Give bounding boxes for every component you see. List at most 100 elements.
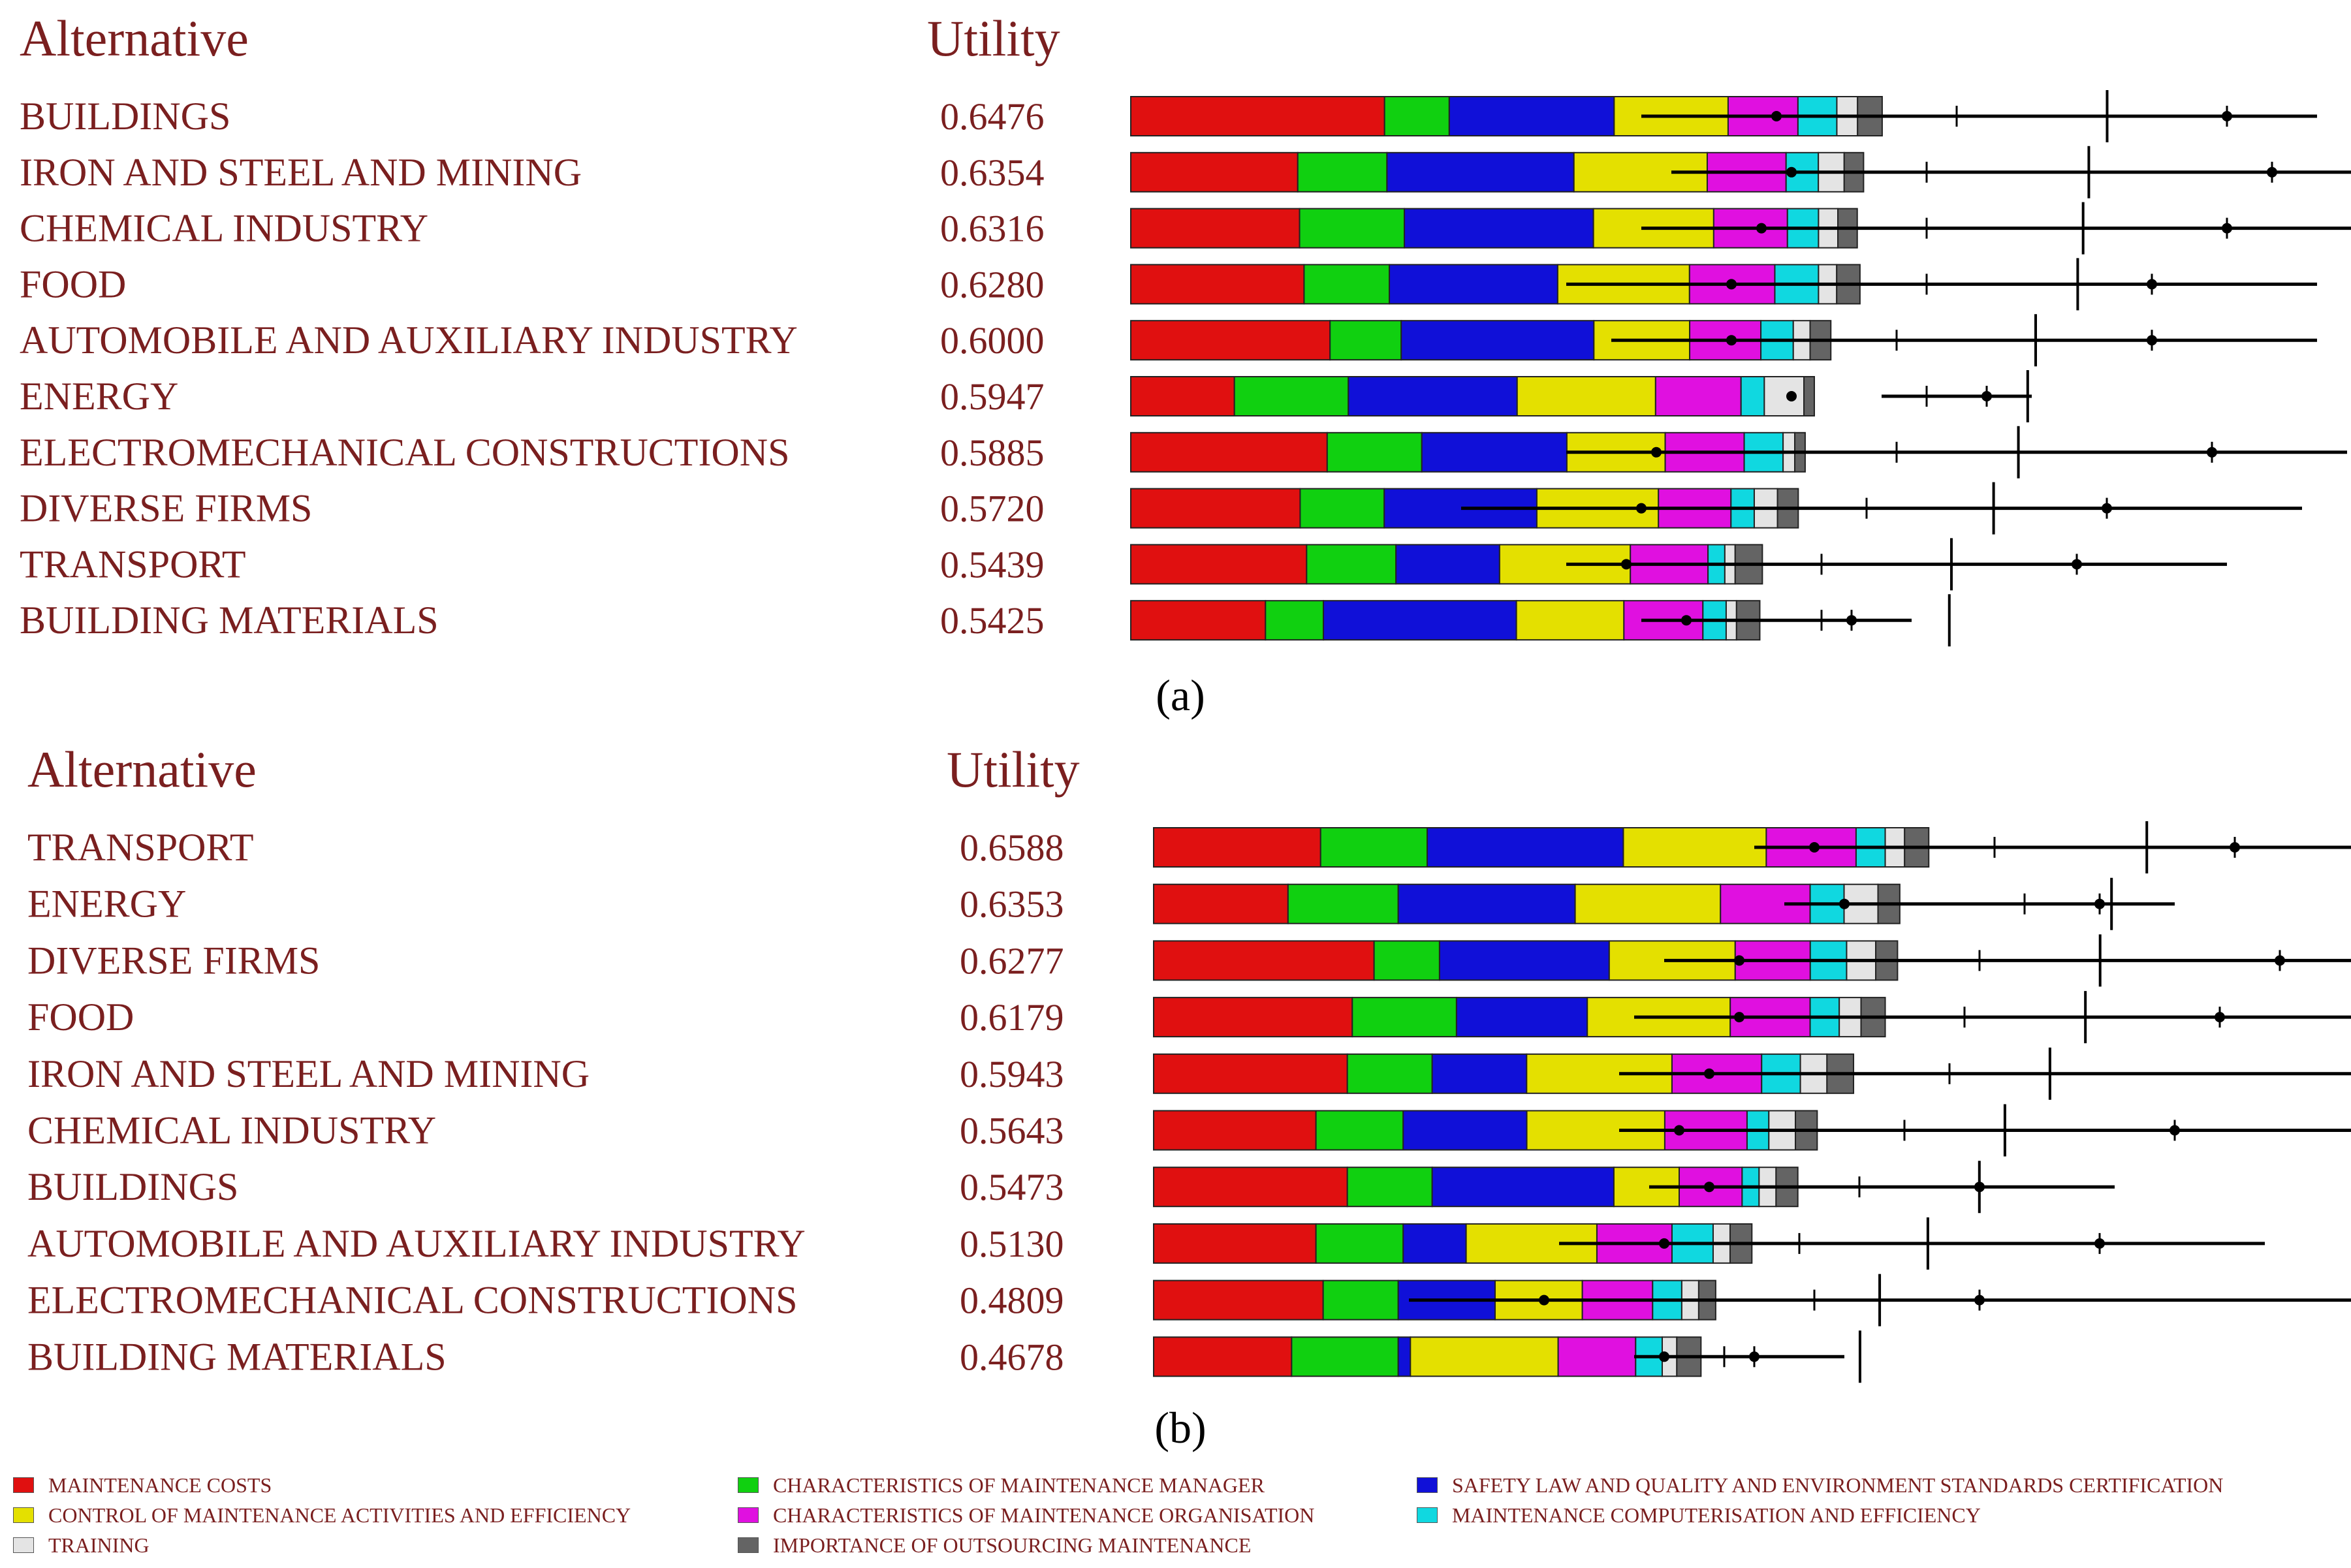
- bar-segment-1: [1153, 1110, 1317, 1151]
- utility-value: 0.5130: [960, 1223, 1064, 1265]
- utility-header: Utility: [947, 741, 1080, 798]
- bar-segment-2: [1303, 264, 1391, 305]
- bar-segment-2: [1233, 376, 1349, 416]
- legend-label: MAINTENANCE COSTS: [48, 1473, 272, 1497]
- bar-segment-3: [1395, 544, 1500, 585]
- interval-dot: [2147, 279, 2157, 290]
- alternative-label: AUTOMOBILE AND AUXILIARY INDUSTRY: [20, 319, 798, 362]
- utility-value: 0.5439: [940, 543, 1045, 586]
- interval-dot: [1726, 335, 1737, 346]
- bar-segment-2: [1315, 1223, 1404, 1264]
- utility-value: 0.4809: [960, 1279, 1064, 1322]
- utility-value: 0.5720: [940, 488, 1045, 530]
- legend-item: CONTROL OF MAINTENANCE ACTIVITIES AND EF…: [13, 1502, 631, 1528]
- bar-segment-2: [1322, 1279, 1399, 1321]
- alternative-label: CHEMICAL INDUSTRY: [20, 207, 428, 250]
- alternative-label: CHEMICAL INDUSTRY: [27, 1109, 436, 1152]
- utility-value: 0.6277: [960, 939, 1064, 982]
- interval-dot: [1704, 1182, 1714, 1193]
- bar-segment-7: [1763, 376, 1805, 416]
- interval-dot: [2147, 335, 2157, 346]
- utility-value: 0.5425: [940, 599, 1045, 642]
- bar-segment-6: [1740, 376, 1765, 416]
- interval-dot: [1839, 898, 1850, 909]
- bar-segment-4: [1622, 827, 1767, 868]
- alternative-header: Alternative: [27, 741, 257, 798]
- bar-segment-2: [1373, 940, 1440, 981]
- legend-item: CHARACTERISTICS OF MAINTENANCE MANAGER: [738, 1472, 1265, 1498]
- bar-segment-2: [1329, 320, 1402, 361]
- bar-segment-2: [1346, 1167, 1433, 1208]
- alternative-label: TRANSPORT: [20, 542, 245, 586]
- panel-b: Alternative Utility TRANSPORT 0.6588 ENERGY 0…: [27, 741, 2351, 1452]
- utility-header: Utility: [927, 10, 1060, 67]
- bar-segment-4: [1410, 1336, 1559, 1377]
- bar-segment-1: [1130, 96, 1385, 136]
- bar-segment-3: [1421, 431, 1568, 473]
- legend-label: CHARACTERISTICS OF MAINTENANCE MANAGER: [773, 1473, 1265, 1497]
- alternative-label: AUTOMOBILE AND AUXILIARY INDUSTRY: [27, 1222, 806, 1265]
- bar-segment-2: [1315, 1110, 1404, 1151]
- bar-segment-3: [1400, 320, 1595, 361]
- legend-swatch: [13, 1477, 34, 1493]
- legend: MAINTENANCE COSTS CHARACTERISTICS OF MAIN…: [13, 1472, 2344, 1563]
- interval-dot: [1756, 223, 1767, 234]
- legend-label: TRAINING: [48, 1533, 150, 1557]
- bar-segment-1: [1130, 151, 1299, 193]
- bar-segment-1: [1130, 488, 1301, 529]
- bar-segment-3: [1427, 827, 1624, 868]
- panel-caption: (a): [1156, 670, 1205, 720]
- bar-segment-1: [1130, 544, 1308, 585]
- bar-segment-1: [1153, 1167, 1348, 1208]
- bar-segment-1: [1130, 600, 1267, 641]
- utility-value: 0.6476: [940, 95, 1045, 138]
- interval-dot: [1659, 1351, 1669, 1362]
- utility-value: 0.5947: [940, 375, 1045, 418]
- interval-dot: [1974, 1294, 1985, 1306]
- legend-swatch: [13, 1507, 34, 1523]
- alternative-label: ELECTROMECHANICAL CONSTRUCTIONS: [20, 431, 789, 474]
- bar-segment-4: [1515, 600, 1625, 641]
- bar-segment-1: [1153, 997, 1353, 1038]
- bar-segment-3: [1402, 1223, 1467, 1264]
- legend-label: MAINTENANCE COMPUTERISATION AND EFFICIEN…: [1452, 1503, 1981, 1527]
- alternative-label: FOOD: [20, 262, 126, 306]
- alternative-label: TRANSPORT: [27, 826, 253, 869]
- alternative-label: ENERGY: [20, 375, 178, 418]
- bar-segment-2: [1299, 208, 1406, 249]
- alternative-label: FOOD: [27, 996, 134, 1039]
- interval-dot: [2094, 898, 2105, 909]
- interval-dot: [2102, 503, 2112, 514]
- interval-dot: [1749, 1351, 1759, 1362]
- interval-dot: [1981, 391, 1992, 401]
- interval-dot: [2230, 842, 2240, 853]
- legend-swatch: [738, 1477, 759, 1493]
- alternative-label: ENERGY: [27, 883, 186, 926]
- bar-segment-5: [1557, 1336, 1637, 1377]
- bar-segment-3: [1402, 1110, 1528, 1151]
- alternative-label: BUILDING MATERIALS: [27, 1335, 447, 1378]
- legend-item: CHARACTERISTICS OF MAINTENANCE ORGANISAT…: [738, 1502, 1314, 1528]
- alternative-label: DIVERSE FIRMS: [20, 487, 312, 530]
- interval-dot: [1846, 615, 1857, 626]
- utility-value: 0.6588: [960, 826, 1064, 869]
- bar-segment-2: [1299, 488, 1385, 529]
- bar-segment-1: [1153, 883, 1289, 924]
- legend-item: MAINTENANCE COSTS: [13, 1472, 272, 1498]
- interval-dot: [1974, 1182, 1985, 1193]
- utility-value: 0.6354: [940, 151, 1045, 194]
- legend-swatch: [738, 1507, 759, 1523]
- utility-value: 0.6316: [940, 208, 1045, 250]
- interval-dot: [1651, 447, 1662, 458]
- panel-a: Alternative Utility BUILDINGS 0.6476 IRON AN…: [20, 10, 2351, 720]
- panel-caption: (b): [1154, 1403, 1206, 1452]
- bar-segment-3: [1404, 208, 1594, 249]
- interval-dot: [2222, 223, 2232, 234]
- bar-segment-1: [1153, 1279, 1324, 1321]
- bar-segment-3: [1431, 1167, 1615, 1208]
- bar-segment-3: [1397, 1336, 1412, 1377]
- legend-item: IMPORTANCE OF OUTSOURCING MAINTENANCE: [738, 1532, 1251, 1558]
- interval-dot: [1726, 279, 1737, 290]
- bar-segment-2: [1383, 96, 1450, 136]
